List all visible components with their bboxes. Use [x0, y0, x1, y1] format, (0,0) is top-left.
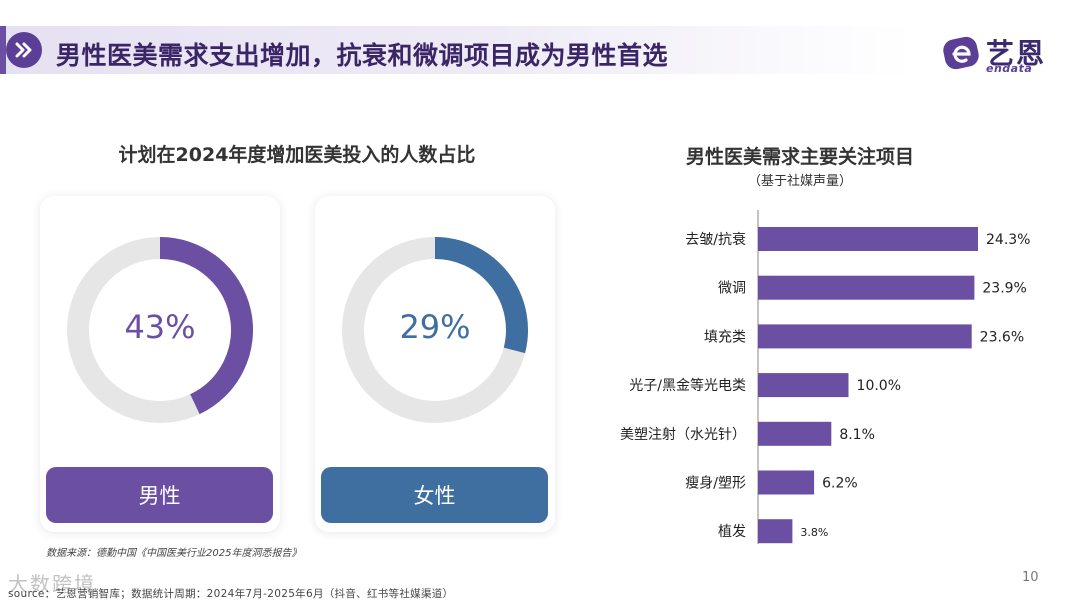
- bar-value-label: 3.8%: [800, 526, 828, 539]
- bar: [758, 275, 975, 300]
- page-number: 10: [1022, 570, 1039, 585]
- male-card: 43% 男性: [40, 196, 280, 532]
- bar-category-label: 填充类: [704, 329, 746, 345]
- right-chart-subtitle: （基于社媒声量）: [747, 174, 852, 189]
- double-chevron-right-icon: [6, 32, 42, 68]
- female-percent-label: 29%: [399, 308, 471, 346]
- bar-value-label: 8.1%: [839, 427, 875, 443]
- bar: [758, 373, 849, 398]
- bar-category-label: 植发: [718, 524, 746, 540]
- header-accent-bar: [0, 26, 6, 74]
- endata-logo-icon: [943, 36, 979, 70]
- bar: [758, 227, 978, 251]
- bar-category-label: 美塑注射（水光针）: [620, 427, 746, 443]
- bar-category-label: 瘦身/塑形: [685, 475, 746, 492]
- source-note: 数据来源：德勤中国《中国医美行业2025年度洞悉报告》: [46, 548, 302, 559]
- bar-category-label: 去皱/抗衰: [685, 231, 746, 248]
- female-label: 女性: [321, 467, 548, 523]
- page-title: 男性医美需求支出增加，抗衰和微调项目成为男性首选: [56, 41, 669, 70]
- logo-text-en: endata: [986, 62, 1033, 75]
- bar-value-label: 10.0%: [857, 378, 901, 394]
- male-donut-chart: [67, 237, 253, 423]
- female-donut-chart: [342, 237, 528, 423]
- bar-value-label: 23.6%: [980, 329, 1024, 345]
- bar-value-label: 6.2%: [822, 476, 858, 492]
- focus-items-bar-chart: 去皱/抗衰 24.3% 微调 23.9% 填充类 23.6% 光子/黑金等光电类 10.0% 美…: [620, 210, 1030, 544]
- logo-text-cn: 艺恩: [986, 37, 1047, 70]
- donut-slice-male: [159, 237, 253, 415]
- source-line: source：艺恩营销智库；数据统计周期：2024年7月-2025年6月（抖音、…: [8, 588, 454, 600]
- bar-category-label: 光子/黑金等光电类: [629, 377, 746, 394]
- header-band: [0, 26, 910, 74]
- bar-category-label: 微调: [718, 281, 746, 297]
- donut-slice-female: [434, 237, 528, 354]
- bar: [758, 324, 972, 349]
- watermark: 大数跨境: [8, 572, 96, 596]
- right-chart-title: 男性医美需求主要关注项目: [685, 146, 914, 168]
- female-card: 29% 女性: [315, 196, 555, 532]
- endata-logo: 艺恩 endata: [938, 30, 1058, 76]
- bar: [758, 470, 815, 495]
- bar: [758, 421, 832, 446]
- bar-value-label: 24.3%: [986, 232, 1030, 248]
- left-chart-title: 计划在2024年度增加医美投入的人数占比: [118, 144, 476, 166]
- bar: [758, 519, 793, 544]
- male-percent-label: 43%: [124, 308, 196, 346]
- male-label: 男性: [46, 467, 273, 523]
- bar-value-label: 23.9%: [982, 281, 1026, 297]
